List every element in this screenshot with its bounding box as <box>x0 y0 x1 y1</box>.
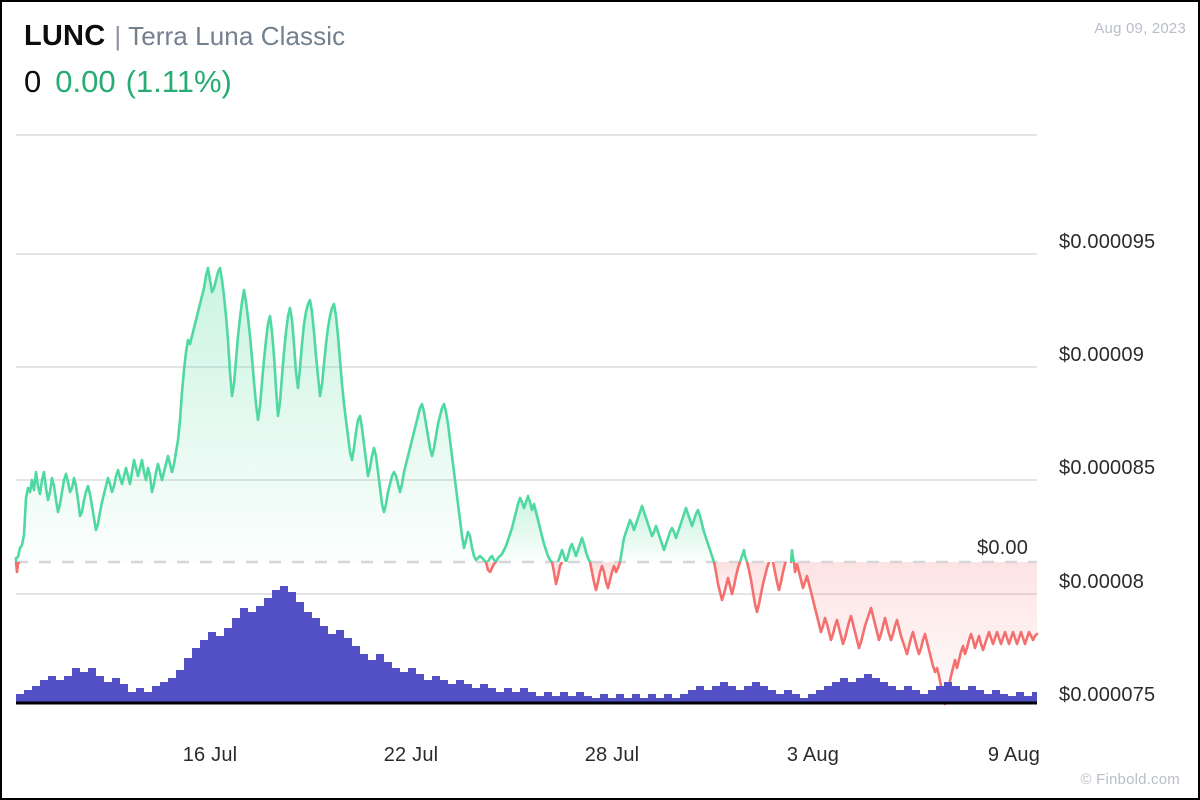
y-axis-label-0: $0.000095 <box>1059 231 1156 253</box>
x-axis-label-2: 28 Jul <box>584 744 640 766</box>
ticker-symbol: LUNC <box>24 20 106 52</box>
title-row: LUNC | Terra Luna Classic <box>24 20 345 53</box>
baseline-price-label: $0.00 <box>977 537 1029 559</box>
y-axis-label-4: $0.000075 <box>1059 684 1156 706</box>
title-separator: | <box>114 21 122 51</box>
price-line-down <box>14 562 1039 706</box>
y-axis-label-2: $0.000085 <box>1059 457 1156 479</box>
price-change: 0.00 <box>55 64 116 99</box>
x-axis-label-1: 22 Jul <box>383 744 439 766</box>
price-value: 0 <box>24 64 42 99</box>
y-axis-label-1: $0.00009 <box>1059 344 1145 366</box>
watermark: © Finbold.com <box>1080 771 1180 788</box>
chart-canvas <box>14 134 1039 706</box>
header-date: Aug 09, 2023 <box>1094 20 1186 37</box>
price-line-up <box>14 266 796 562</box>
asset-name: Terra Luna Classic <box>128 21 346 51</box>
price-chart <box>2 120 1198 720</box>
price-area-fill <box>16 268 1037 704</box>
x-axis-label-0: 16 Jul <box>182 744 238 766</box>
price-row: 0 0.00 (1.11%) <box>24 64 232 100</box>
x-axis-label-3: 3 Aug <box>786 744 840 766</box>
x-axis-label-4: 9 Aug <box>987 744 1041 766</box>
price-change-percent: (1.11%) <box>125 64 232 99</box>
volume-bars <box>16 586 1037 702</box>
y-axis-label-3: $0.00008 <box>1059 571 1145 593</box>
chart-header: LUNC | Terra Luna Classic 0 0.00 (1.11%)… <box>2 2 1198 122</box>
